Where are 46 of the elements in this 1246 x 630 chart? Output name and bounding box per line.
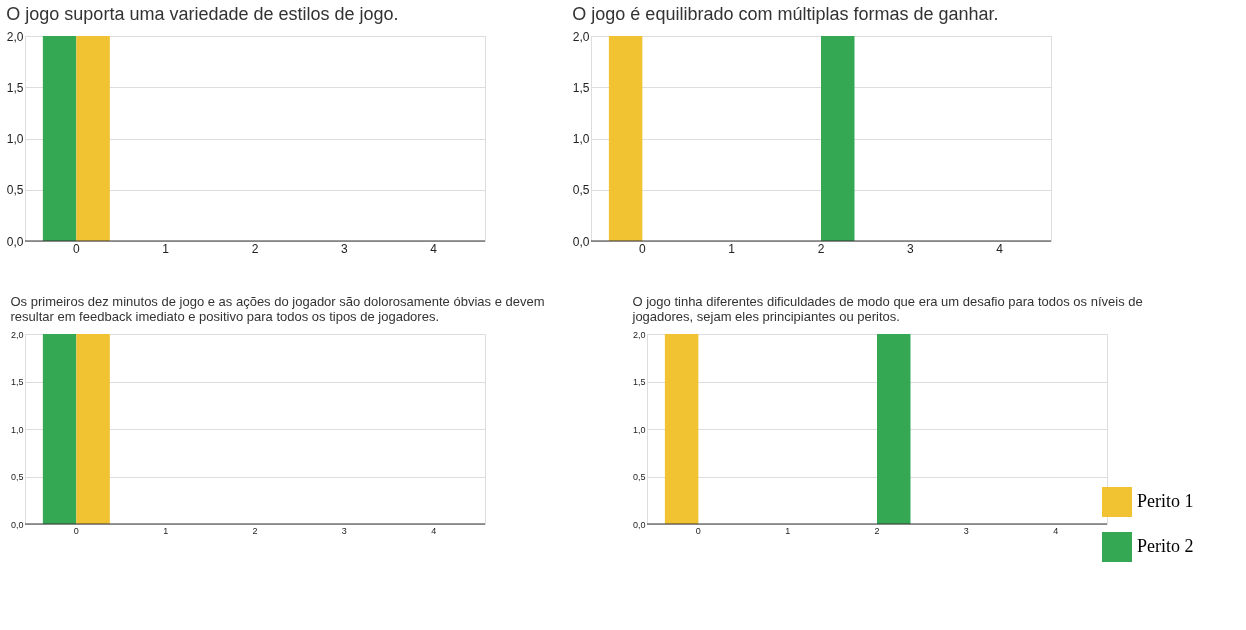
x-tick-label: 3 [340,241,348,256]
x-tick-label: 3 [963,525,969,536]
y-tick-label: 0,0 [10,519,24,530]
x-tick-label: 2 [817,241,825,256]
y-tick-label: 2,0 [6,29,24,44]
x-tick-label: 3 [341,525,347,536]
y-tick-label: 0,5 [632,472,646,482]
chart-title: O jogo suporta uma variedade de estilos de jogo. [6,4,399,24]
x-tick-label: 1 [728,241,736,256]
y-tick-label: 2,0 [572,29,590,44]
y-tick-label: 2,0 [632,329,646,340]
x-tick-label: 4 [430,241,438,256]
y-tick-label: 1,0 [6,132,24,146]
x-tick-label: 1 [162,241,170,256]
y-tick-label: 1,5 [572,80,590,95]
x-tick-label: 4 [431,525,437,536]
x-tick-label: 4 [996,241,1004,256]
y-tick-label: 0,5 [10,472,24,482]
x-tick-label: 2 [251,241,259,256]
y-tick-label: 2,0 [10,329,24,340]
y-tick-label: 0,5 [6,183,24,198]
y-tick-label: 0,0 [6,234,24,249]
x-tick-label: 0 [639,241,647,256]
legend-label: Perito 1 [1137,491,1194,511]
x-tick-label: 4 [1053,525,1059,536]
x-tick-label: 3 [906,241,914,256]
y-tick-label: 1,5 [10,377,24,387]
chart-title: O jogo é equilibrado com múltiplas formas de ganhar. [572,4,999,24]
chart-title: O jogo tinha diferentes dificuldades de modo que era um desafio para todos os níveis de jogadores, sejam eles principiantes ou peritos. [631,294,1143,324]
legend-label: Perito 2 [1137,536,1194,556]
y-tick-label: 1,5 [632,377,646,387]
x-tick-label: 0 [73,525,79,536]
chart-title: Os primeiros dez minutos de jogo e as ações do jogador são dolorosamente óbvias e devem resultar em feedback imediato e positivo para todos os tipos de jogadores. [10,294,545,324]
y-tick-label: 0,0 [572,234,590,249]
x-tick-label: 1 [785,525,791,536]
y-tick-label: 1,5 [6,80,24,95]
y-tick-label: 1,0 [572,132,590,146]
y-tick-label: 1,0 [632,424,646,435]
x-tick-label: 0 [73,241,81,256]
x-tick-label: 2 [252,525,258,536]
y-tick-label: 0,0 [632,519,646,530]
x-tick-label: 2 [874,525,880,536]
y-tick-label: 0,5 [572,183,590,198]
x-tick-label: 0 [695,525,701,536]
y-tick-label: 1,0 [10,424,24,435]
x-tick-label: 1 [163,525,169,536]
